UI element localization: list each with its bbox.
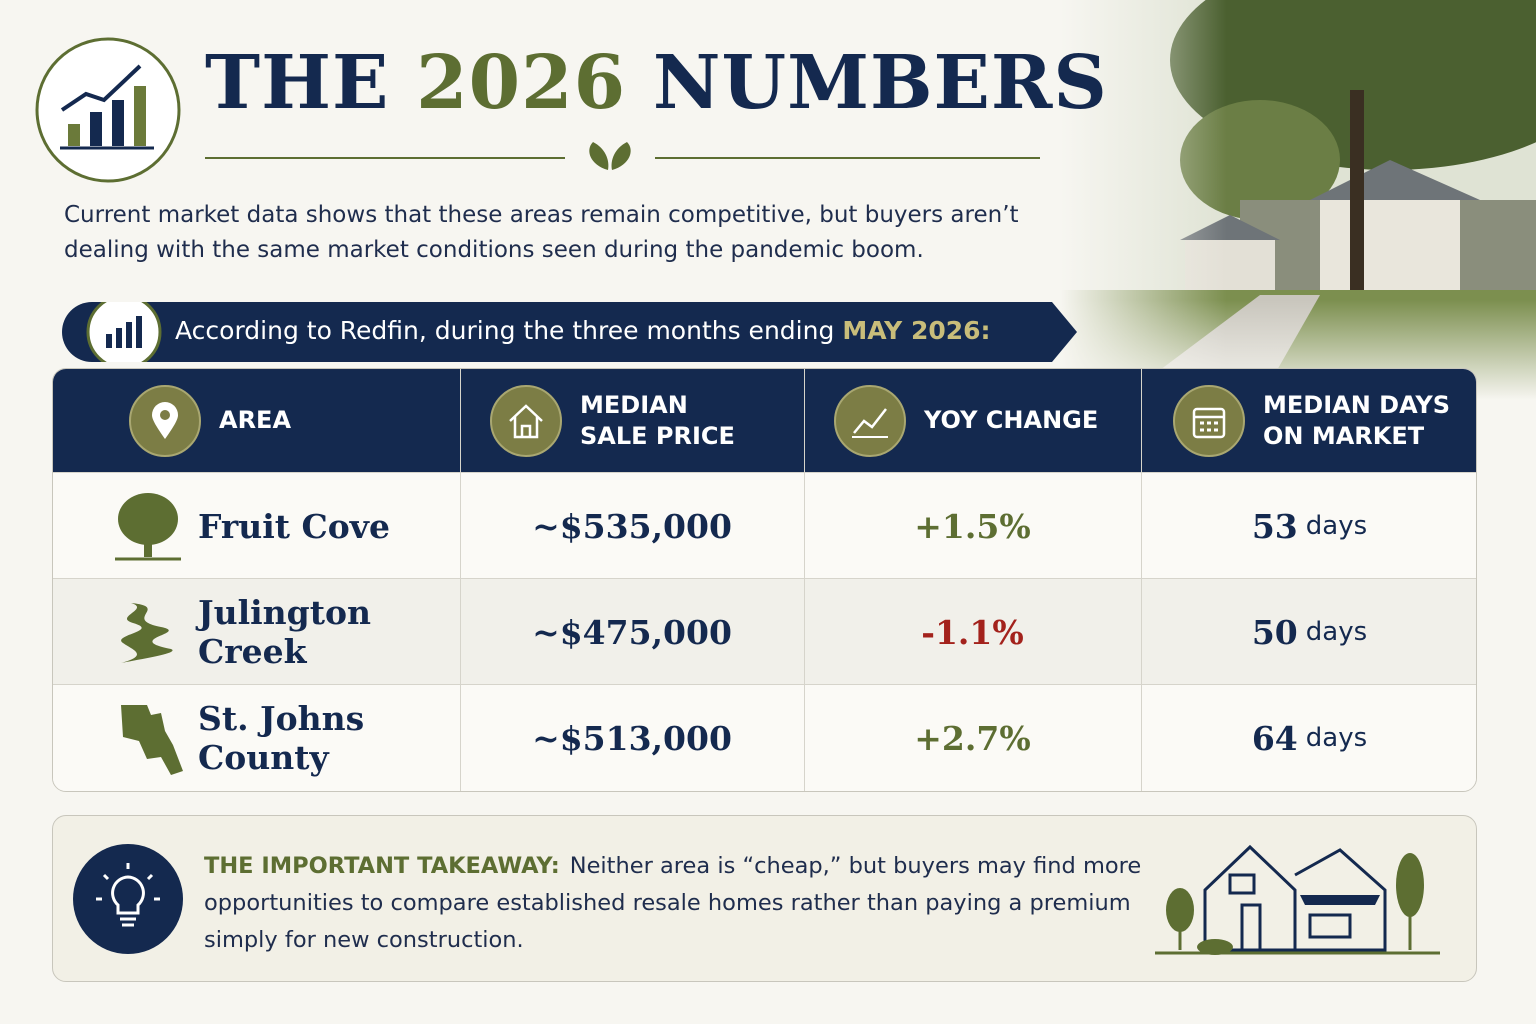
days-unit: days (1305, 511, 1368, 541)
header-text: MEDIAN SALE PRICE (580, 390, 735, 450)
title-year: 2026 (416, 40, 627, 126)
days-number: 50 (1251, 612, 1298, 652)
takeaway-body: Neither area is “cheap,” but buyers may … (204, 853, 1142, 953)
house-illustration (1155, 844, 1440, 955)
intro: Current market data shows that these are… (64, 202, 1019, 263)
street-photo (1060, 0, 1536, 400)
header-cell: AREA (129, 369, 459, 472)
banner-date: MAY 2026: (842, 316, 991, 345)
header-text: MEDIAN DAYS ON MARKET (1263, 390, 1451, 450)
title-word: NUMBERS (652, 40, 1108, 126)
days-number: 64 (1251, 718, 1298, 758)
banner-label: According to Redfin, during the three mo… (175, 316, 835, 345)
header-cell: YOY CHANGE (834, 369, 1164, 472)
yoy-change: +2.7% (914, 718, 1031, 758)
price: ~$513,000 (532, 718, 732, 758)
table-row: Fruit Cove ~$535,000 +1.5% 53 days (53, 472, 1476, 579)
banner-text: According to Redfin, during the three mo… (175, 316, 991, 345)
takeaway-label: THE IMPORTANT TAKEAWAY: (204, 853, 560, 879)
yoy-change: +1.5% (914, 506, 1031, 546)
title-word: THE (205, 40, 390, 126)
creek-icon (121, 603, 173, 663)
header-text: AREA (219, 406, 292, 434)
price: ~$535,000 (532, 506, 732, 546)
divider (205, 142, 1040, 170)
data-table: AREA MEDIAN SALE PRICE YOY CHANGE MEDIAN… (52, 368, 1477, 792)
tree-icon (115, 493, 181, 561)
days-on-market: 53 days (1141, 473, 1476, 579)
column-divider (460, 369, 461, 791)
price: ~$475,000 (532, 612, 732, 652)
pin-icon (129, 384, 201, 457)
trend-icon (834, 384, 906, 457)
days-on-market: 50 days (1141, 579, 1476, 685)
area-name: St. Johns County (198, 699, 365, 777)
chart-logo (35, 37, 181, 183)
takeaway-text: THE IMPORTANT TAKEAWAY: Neither area is “… (204, 848, 1154, 959)
header-text: YOY CHANGE (924, 406, 1099, 434)
table-row: St. Johns County ~$513,000 +2.7% 64 days (53, 684, 1476, 791)
days-on-market: 64 days (1141, 685, 1476, 791)
column-divider (1141, 369, 1142, 791)
banner (62, 302, 1077, 362)
house-icon (490, 384, 562, 457)
area-name: Fruit Cove (198, 506, 390, 546)
header-cell: MEDIAN SALE PRICE (490, 369, 790, 472)
column-divider (804, 369, 805, 791)
days-unit: days (1305, 617, 1368, 647)
days-number: 53 (1251, 506, 1298, 546)
header-cell: MEDIAN DAYS ON MARKET (1173, 369, 1473, 472)
calendar-icon (1173, 384, 1245, 457)
county-icon (121, 705, 183, 775)
bulb-icon (73, 844, 183, 954)
yoy-change: -1.1% (921, 612, 1024, 652)
days-unit: days (1305, 723, 1368, 753)
title: THE 2026 NUMBERS (205, 40, 1108, 126)
area-name: Julington Creek (198, 593, 371, 671)
table-row: Julington Creek ~$475,000 -1.1% 50 days (53, 578, 1476, 685)
